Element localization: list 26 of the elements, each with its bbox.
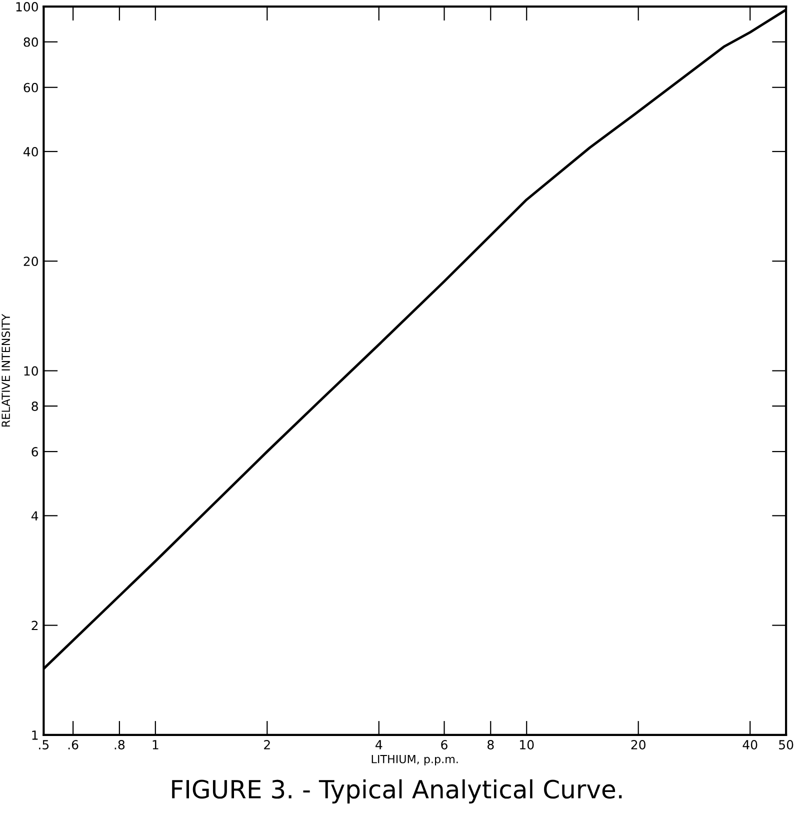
y-tick-label: 10	[24, 366, 38, 376]
x-tick-label: 50	[779, 740, 794, 750]
text: FIGURE 3. - Typical Analytical Curve.	[172, 779, 622, 804]
x-axis-title: LITHIUM, p.p.m.	[372, 755, 458, 766]
y-tick-label: 40	[24, 146, 38, 156]
x-tick-label: .5	[39, 740, 49, 750]
y-tick-label: 60	[24, 82, 38, 92]
y-tick-label: 4	[31, 511, 38, 520]
x-tick-label: 20	[631, 740, 646, 750]
x-tick-label: 40	[742, 740, 758, 750]
y-tick-label: 8	[32, 402, 38, 411]
y-tick-label: 1	[32, 730, 38, 740]
y-axis-title: RELATIVE INTENSITY	[2, 314, 10, 427]
x-tick-label: 4	[376, 740, 382, 750]
x-tick-label: 6	[441, 740, 448, 750]
y-tick-label: 80	[24, 37, 38, 47]
y-tick-label: 20	[24, 256, 38, 266]
y-tick-label: 6	[32, 447, 38, 456]
x-tick-label: 1	[152, 740, 158, 750]
y-tick-label: 100	[16, 2, 38, 12]
x-tick-label: 8	[488, 740, 494, 750]
x-tick-label: 2	[264, 740, 270, 750]
x-tick-label: 10	[520, 740, 534, 750]
y-tick-label: 2	[32, 620, 38, 630]
x-tick-label: .6	[68, 740, 78, 750]
x-tick-label: .8	[114, 740, 125, 750]
